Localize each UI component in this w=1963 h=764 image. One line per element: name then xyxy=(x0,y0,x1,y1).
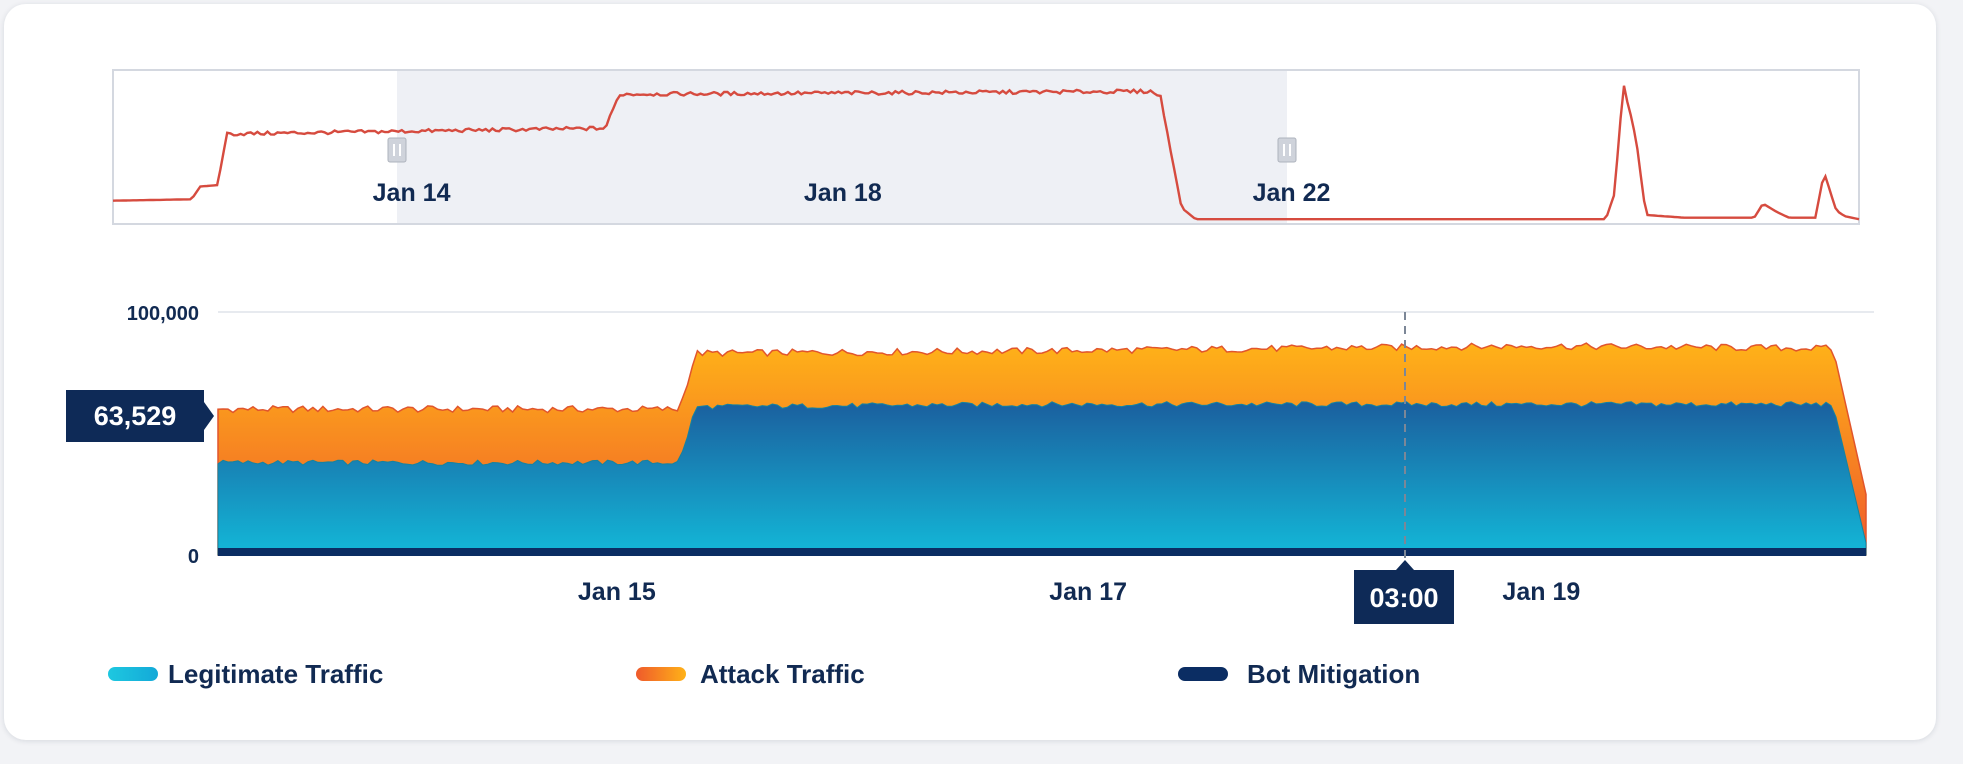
x-tick-label: Jan 15 xyxy=(578,578,656,606)
y-value-badge: 63,529 xyxy=(66,390,214,442)
y-value-badge-label: 63,529 xyxy=(94,401,177,431)
navigator-series-line xyxy=(112,85,1860,221)
bot-mitigation-area xyxy=(218,548,1866,556)
x-time-badge-label: 03:00 xyxy=(1369,583,1438,613)
navigator-handle-right[interactable] xyxy=(1277,137,1297,163)
legend-label-attack: Attack Traffic xyxy=(700,659,865,689)
legend-item-legitimate-traffic[interactable]: Legitimate Traffic xyxy=(108,659,383,689)
navigator-tick-label: Jan 14 xyxy=(373,179,451,207)
legend-swatch-legitimate xyxy=(108,667,158,681)
x-tick-label: Jan 19 xyxy=(1502,578,1580,606)
x-time-badge: 03:00 xyxy=(1354,560,1454,624)
x-tick-label: Jan 17 xyxy=(1049,578,1127,606)
navigator-tick-label: Jan 18 xyxy=(804,179,882,207)
navigator-handle-left[interactable] xyxy=(387,137,407,163)
y-tick-label-bottom: 0 xyxy=(188,546,199,568)
legend: Legitimate Traffic Attack Traffic Bot Mi… xyxy=(108,659,1420,689)
legend-swatch-bot xyxy=(1178,667,1228,681)
y-tick-label-top: 100,000 xyxy=(127,303,199,325)
main-plot: 100,000 0 Jan 15 Jan 17 Jan 19 xyxy=(127,303,1874,606)
navigator-tick-label: Jan 22 xyxy=(1253,179,1331,207)
legitimate-traffic-area xyxy=(217,401,1867,556)
navigator-selection[interactable] xyxy=(397,71,1287,223)
navigator[interactable]: Jan 14 Jan 18 Jan 22 xyxy=(112,69,1860,225)
legend-swatch-attack xyxy=(636,667,686,681)
legend-label-bot: Bot Mitigation xyxy=(1247,659,1420,689)
legend-label-legitimate: Legitimate Traffic xyxy=(168,659,383,689)
legend-item-bot-mitigation[interactable]: Bot Mitigation xyxy=(1178,659,1420,689)
legend-item-attack-traffic[interactable]: Attack Traffic xyxy=(636,659,865,689)
